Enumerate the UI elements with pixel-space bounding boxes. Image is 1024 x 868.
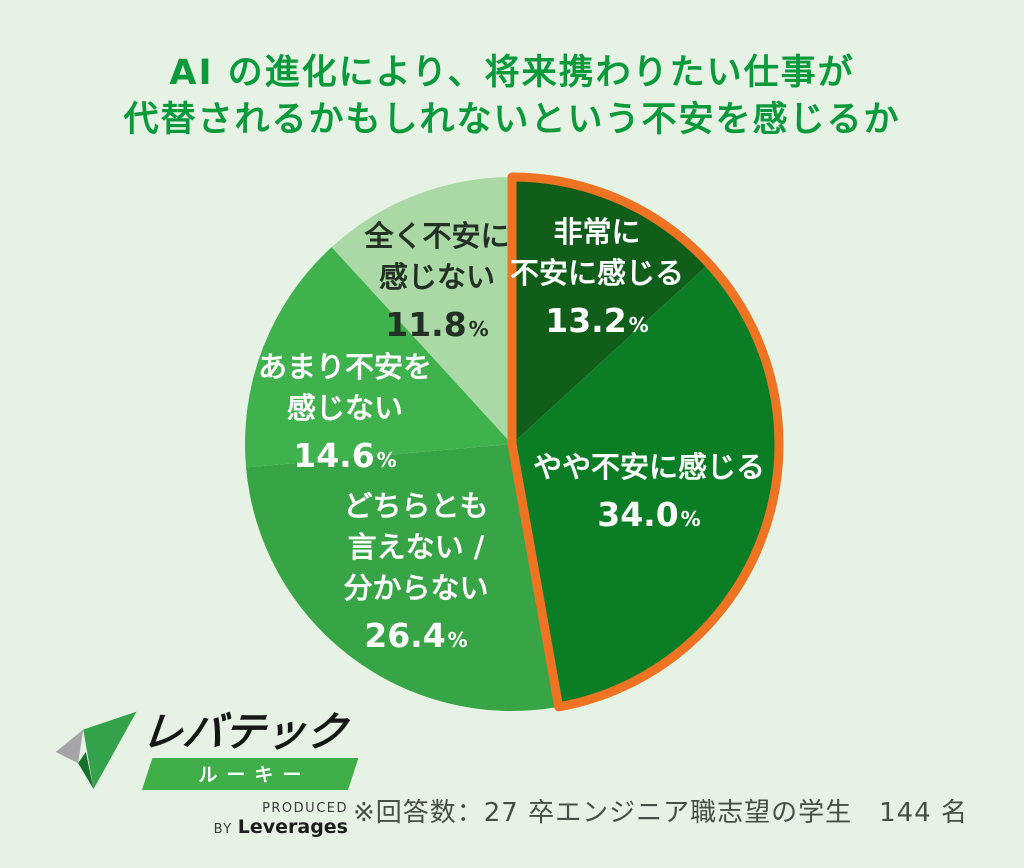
slice-label-line: 不安に感じる	[509, 256, 685, 290]
chart-title-line-1: AI の進化により、将来携わりたい仕事が	[169, 53, 855, 93]
produced-by-label: PRODUCED BY	[213, 801, 348, 837]
highlight-outline	[507, 172, 784, 712]
slice-label-line: あまり不安を	[257, 350, 433, 384]
slice-label-line: どちらとも	[343, 489, 489, 523]
slice-label-line: やや不安に感じる	[532, 450, 766, 484]
footnote-respondents: ※回答数：27 卒エンジニア職志望の学生 144 名	[352, 798, 968, 828]
slice-percent: 34.0%	[597, 495, 701, 534]
chart-title-line-2: 代替されるかもしれないという不安を感じるか	[123, 100, 901, 140]
logo-banner: ルーキー	[142, 758, 359, 790]
pie-slice	[512, 177, 709, 444]
logo-checkmark-icon	[55, 711, 137, 789]
pie-slice	[246, 444, 559, 712]
pie-slice	[244, 247, 512, 468]
slice-label-neither: どちらとも 言えない / 分からない 26.4%	[343, 486, 488, 655]
logo-brand-text: レバテック	[139, 708, 350, 756]
company-name: Leverages	[237, 816, 348, 838]
pie-slice	[512, 263, 780, 707]
slice-percent: 26.4%	[364, 616, 468, 655]
pie-slice	[331, 177, 512, 444]
slice-label-very-anxious: 非常に 不安に感じる 13.2%	[510, 212, 684, 340]
slice-label-somewhat-anxious: やや不安に感じる 34.0%	[533, 447, 765, 534]
slice-label-line: 感じない	[286, 391, 404, 425]
slice-percent: 13.2%	[545, 301, 649, 340]
chart-title: AI の進化により、将来携わりたい仕事が 代替されるかもしれないという不安を感じ…	[0, 50, 1024, 144]
levtech-rookie-logo: レバテック ルーキー PRODUCED BY Leverages	[54, 708, 359, 838]
logo-produced-by: PRODUCED BY Leverages	[142, 797, 348, 838]
slice-label-line: 分からない	[343, 571, 489, 605]
slice-percent: 11.8%	[385, 305, 489, 344]
logo-sub-text: ルーキー	[198, 764, 311, 786]
slice-label-line: 非常に	[553, 215, 641, 249]
slice-label-not-anxious-at-all: 全く不安に 感じない 11.8%	[364, 216, 509, 344]
slice-label-line: 全く不安に	[364, 219, 510, 253]
slice-label-not-very-anxious: あまり不安を 感じない 14.6%	[258, 347, 432, 475]
slice-label-line: 言えない /	[347, 530, 485, 564]
slice-percent: 14.6%	[293, 436, 397, 475]
slice-label-line: 感じない	[378, 260, 496, 294]
